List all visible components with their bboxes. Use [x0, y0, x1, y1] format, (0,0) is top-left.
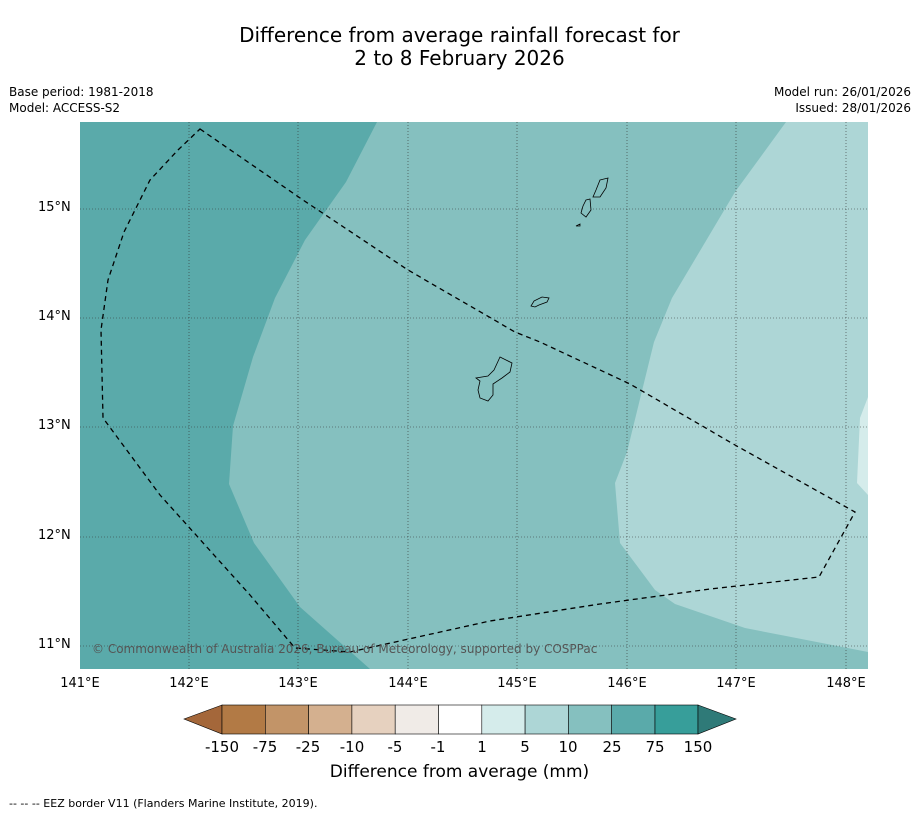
guam-island: [475, 356, 513, 402]
colorbar-segment: [438, 704, 483, 735]
colorbar-tick-label: -1: [430, 738, 446, 756]
saipan-island: [592, 177, 609, 198]
colorbar-extend-low: [183, 704, 223, 735]
lon-label: 143°E: [278, 676, 318, 691]
colorbar-tick-label: 150: [683, 738, 713, 756]
colorbar-tick-label: 10: [558, 738, 578, 756]
colorbar-tick-label: -10: [339, 738, 365, 756]
map-title-line-2: 2 to 8 February 2026: [354, 46, 565, 70]
model-name: Model: ACCESS-S2: [9, 101, 121, 115]
lat-label: 15°N: [38, 200, 71, 215]
lon-label: 148°E: [826, 676, 866, 691]
colorbar-tick-label: -25: [295, 738, 321, 756]
lat-label: 14°N: [38, 309, 71, 324]
colorbar-segment: [351, 704, 396, 735]
lat-label: 11°N: [38, 637, 71, 652]
lon-label: 147°E: [716, 676, 756, 691]
rota-island: [530, 296, 550, 308]
colorbar-segment: [654, 704, 699, 735]
colorbar-tick-label: -5: [387, 738, 403, 756]
colorbar-segment: [568, 704, 613, 735]
map-title-line-1: Difference from average rainfall forecas…: [239, 23, 680, 47]
rainfall-band-5-10: [857, 397, 868, 495]
colorbar-tick-label: 75: [645, 738, 665, 756]
copyright-notice: © Commonwealth of Australia 2026, Bureau…: [92, 642, 598, 656]
rainfall-band-10-25: [615, 122, 868, 652]
lon-label: 144°E: [388, 676, 428, 691]
meta-left: Base period: 1981-2018 Model: ACCESS-S2: [9, 84, 154, 116]
issued-date: Issued: 28/01/2026: [795, 101, 911, 115]
colorbar-segment: [308, 704, 353, 735]
eez-border: [100, 128, 856, 653]
tinian-island: [580, 198, 592, 218]
colorbar-segment: [394, 704, 439, 735]
colorbar-segment: [524, 704, 569, 735]
colorbar-tick-label: 25: [602, 738, 622, 756]
meta-right: Model run: 26/01/2026 Issued: 28/01/2026: [774, 84, 911, 116]
lon-label: 145°E: [497, 676, 537, 691]
islands: [475, 177, 609, 402]
colorbar: [183, 704, 737, 735]
colorbar-segment: [221, 704, 266, 735]
lat-label: 12°N: [38, 528, 71, 543]
lat-label: 13°N: [38, 418, 71, 433]
map-fill-layer: [80, 122, 868, 669]
colorbar-segment: [611, 704, 656, 735]
aguijan-island: [575, 223, 581, 227]
eez-legend-note: -- -- -- EEZ border V11 (Flanders Marine…: [9, 797, 318, 810]
graticule: [80, 122, 868, 669]
colorbar-title: Difference from average (mm): [329, 762, 590, 782]
lon-label: 142°E: [169, 676, 209, 691]
model-run: Model run: 26/01/2026: [773, 85, 911, 99]
colorbar-extend-high: [697, 704, 737, 735]
colorbar-segment: [481, 704, 526, 735]
colorbar-tick-label: 1: [477, 738, 487, 756]
lon-label: 146°E: [607, 676, 647, 691]
colorbar-tick-label: -75: [252, 738, 278, 756]
lon-label: 141°E: [60, 676, 100, 691]
colorbar-tick-label: -150: [204, 738, 240, 756]
base-period: Base period: 1981-2018: [9, 85, 154, 99]
colorbar-tick-label: 5: [520, 738, 530, 756]
colorbar-segment: [264, 704, 309, 735]
